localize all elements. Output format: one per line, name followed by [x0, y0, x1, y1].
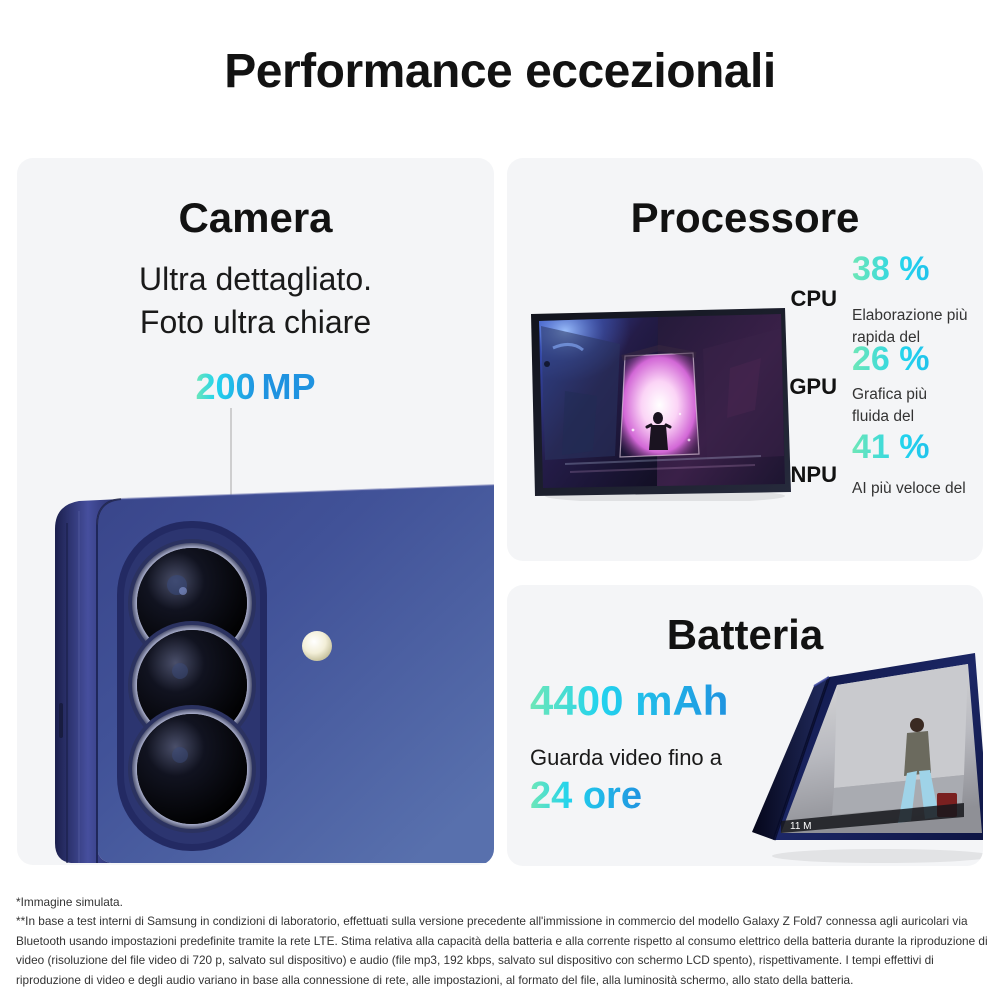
svg-text:11 M: 11 M	[790, 821, 812, 832]
